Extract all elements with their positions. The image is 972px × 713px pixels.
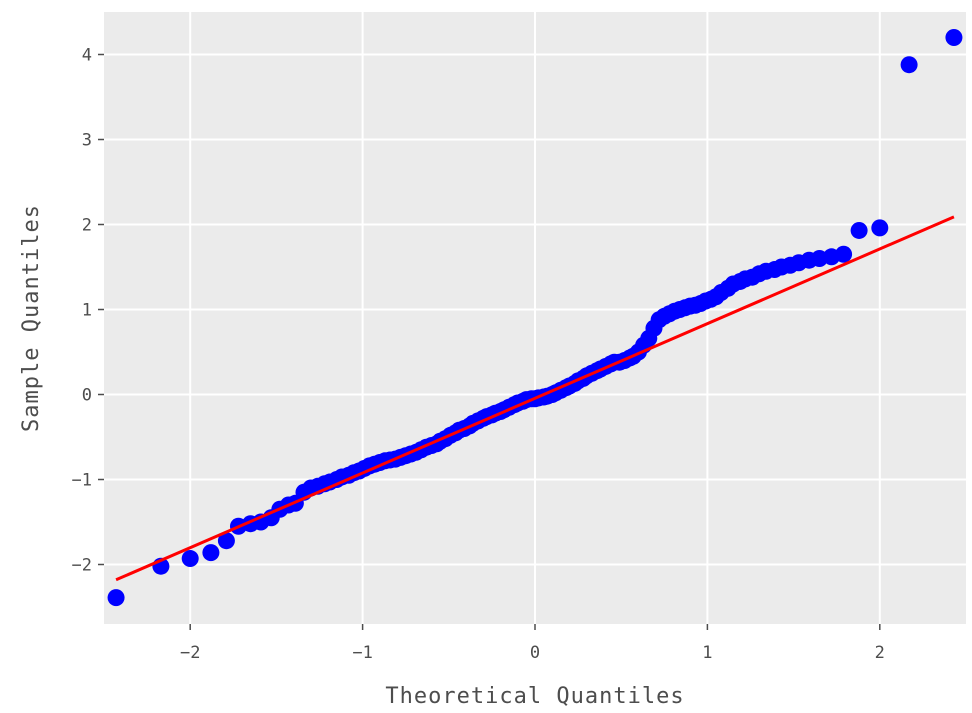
y-tick-label: −1 — [72, 471, 92, 491]
x-tick-label: −1 — [352, 643, 372, 663]
y-axis-title: Sample Quantiles — [19, 204, 44, 432]
data-point — [835, 245, 853, 263]
x-tick-label: 2 — [875, 643, 885, 663]
data-point — [871, 219, 889, 237]
reference-line-group — [115, 215, 955, 582]
x-axis-title: Theoretical Quantiles — [385, 684, 684, 709]
x-axis-ticks: −2 −1 0 1 2 — [180, 624, 885, 663]
y-tick-label: 0 — [82, 386, 92, 406]
data-point — [900, 56, 918, 74]
data-point — [850, 221, 868, 239]
grid-lines — [104, 12, 966, 624]
y-tick-label: 4 — [82, 46, 92, 66]
x-tick-label: 0 — [530, 643, 540, 663]
y-tick-label: −2 — [72, 556, 92, 576]
x-tick-label: 1 — [702, 643, 712, 663]
fit-line — [115, 215, 955, 582]
y-tick-label: 3 — [82, 131, 92, 151]
x-tick-label: −2 — [180, 643, 200, 663]
data-point — [107, 589, 125, 607]
data-point — [945, 29, 963, 46]
data-point — [202, 544, 220, 562]
y-tick-label: 2 — [82, 216, 92, 236]
data-point — [181, 550, 199, 568]
y-tick-label: 1 — [82, 301, 92, 321]
y-axis-ticks: −2 −1 0 1 2 3 4 — [72, 46, 104, 576]
data-point — [217, 532, 235, 550]
